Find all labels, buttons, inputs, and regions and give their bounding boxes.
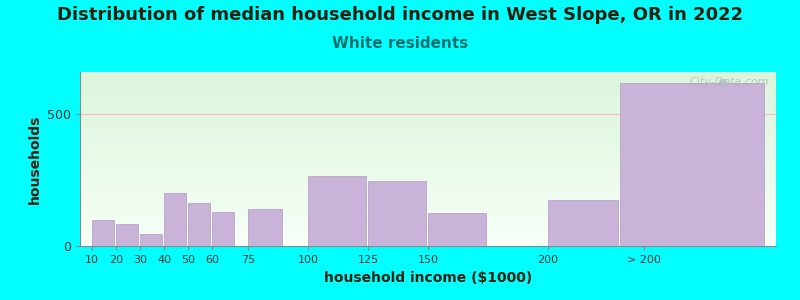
Bar	[548, 200, 618, 246]
Bar	[308, 176, 366, 246]
Bar	[140, 234, 162, 246]
Bar	[620, 82, 764, 246]
Text: City-Data.com: City-Data.com	[690, 77, 769, 87]
Bar	[428, 213, 486, 246]
Bar	[188, 202, 210, 246]
Text: ●: ●	[718, 77, 727, 87]
Text: Distribution of median household income in West Slope, OR in 2022: Distribution of median household income …	[57, 6, 743, 24]
Bar	[368, 182, 426, 246]
Bar	[116, 224, 138, 246]
X-axis label: household income ($1000): household income ($1000)	[324, 271, 532, 285]
Text: White residents: White residents	[332, 36, 468, 51]
Bar	[248, 209, 282, 246]
Bar	[212, 212, 234, 246]
Bar	[92, 220, 114, 246]
Bar	[164, 193, 186, 246]
Y-axis label: households: households	[27, 114, 42, 204]
